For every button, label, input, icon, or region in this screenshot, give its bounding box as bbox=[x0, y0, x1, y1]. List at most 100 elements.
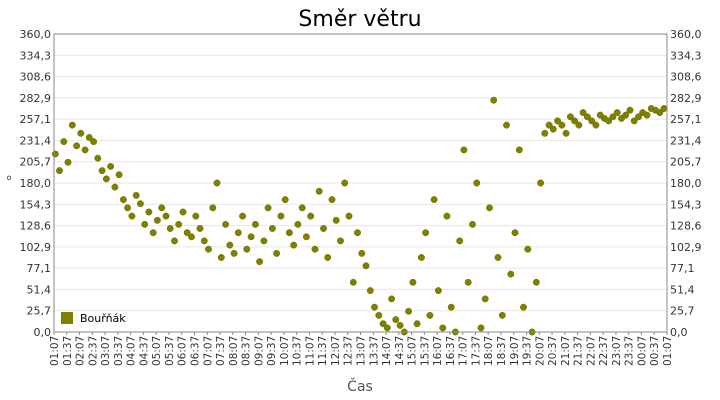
data-point bbox=[622, 111, 630, 119]
data-point bbox=[294, 220, 302, 228]
x-tick-label: 08:07 bbox=[228, 336, 240, 366]
y-tick-label-left: 25,7 bbox=[27, 305, 52, 318]
data-point bbox=[51, 150, 59, 158]
data-point bbox=[575, 121, 583, 129]
data-point bbox=[366, 287, 374, 295]
data-point bbox=[166, 225, 174, 232]
data-point bbox=[230, 249, 238, 257]
x-tick-label: 00:07 bbox=[636, 336, 648, 366]
data-point bbox=[511, 229, 519, 237]
y-tick-label-right: 25,7 bbox=[670, 305, 695, 318]
data-point bbox=[494, 254, 502, 261]
x-tick-label: 02:37 bbox=[87, 336, 99, 366]
legend-swatch bbox=[61, 312, 73, 324]
x-tick-label: 00:37 bbox=[649, 336, 661, 366]
y-tick-label-right: 77,1 bbox=[670, 262, 695, 275]
x-tick-label: 18:07 bbox=[483, 336, 495, 366]
data-point bbox=[579, 109, 587, 117]
y-tick-label-right: 360,0 bbox=[670, 28, 702, 41]
data-point bbox=[566, 113, 574, 121]
data-point bbox=[209, 204, 217, 212]
x-tick-label: 15:07 bbox=[407, 336, 419, 366]
y-tick-label-left: 128,6 bbox=[20, 220, 52, 233]
x-tick-label: 13:07 bbox=[356, 336, 368, 366]
data-point bbox=[73, 142, 81, 150]
data-point bbox=[609, 113, 617, 121]
data-point bbox=[153, 216, 161, 224]
data-point bbox=[464, 278, 472, 286]
x-tick-label: 10:07 bbox=[279, 336, 291, 366]
y-tick-label-left: 102,9 bbox=[20, 241, 52, 254]
data-point bbox=[222, 220, 230, 228]
data-point bbox=[405, 307, 413, 315]
data-point bbox=[320, 225, 327, 232]
data-point bbox=[281, 196, 289, 204]
data-point bbox=[549, 125, 557, 133]
data-point bbox=[141, 220, 149, 228]
data-point bbox=[226, 241, 234, 249]
x-tick-label: 23:07 bbox=[611, 336, 623, 366]
data-point bbox=[94, 154, 102, 162]
data-point bbox=[375, 311, 383, 319]
data-point bbox=[234, 229, 242, 237]
data-point bbox=[571, 117, 579, 125]
y-tick-label-right: 180,0 bbox=[670, 177, 702, 190]
x-tick-label: 19:07 bbox=[509, 336, 521, 366]
y-tick-label-right: 205,7 bbox=[670, 156, 702, 169]
x-tick-label: 01:07 bbox=[662, 336, 674, 366]
x-tick-label: 21:07 bbox=[560, 336, 572, 366]
data-point bbox=[422, 229, 430, 237]
data-point bbox=[268, 225, 276, 232]
data-point bbox=[332, 216, 340, 224]
y-tick-label-left: 205,7 bbox=[20, 156, 52, 169]
data-point bbox=[588, 117, 596, 125]
data-point bbox=[413, 320, 421, 328]
data-point bbox=[264, 204, 272, 212]
y-tick-label-left: 180,0 bbox=[20, 177, 52, 190]
data-point bbox=[175, 220, 183, 228]
data-point bbox=[592, 121, 600, 129]
x-axis-label: Čas bbox=[347, 377, 373, 395]
data-point bbox=[277, 212, 285, 220]
data-point bbox=[124, 204, 132, 212]
data-point bbox=[192, 212, 200, 220]
grid-lines bbox=[54, 33, 667, 333]
y-tick-label-right: 128,6 bbox=[670, 220, 702, 233]
x-tick-label: 09:07 bbox=[253, 336, 265, 366]
data-point bbox=[196, 225, 204, 232]
data-point bbox=[81, 146, 89, 154]
data-point bbox=[247, 233, 255, 241]
y-axis-label: ° bbox=[6, 174, 13, 190]
data-point bbox=[162, 212, 170, 220]
data-point bbox=[111, 183, 119, 191]
data-point bbox=[64, 158, 72, 166]
data-point bbox=[630, 117, 638, 125]
y-tick-label-left: 154,3 bbox=[20, 198, 52, 211]
y-tick-label-left: 51,4 bbox=[27, 283, 52, 296]
data-point bbox=[256, 258, 264, 266]
data-point bbox=[417, 254, 425, 261]
data-point bbox=[205, 245, 212, 253]
data-point bbox=[302, 233, 310, 241]
x-tick-label: 07:37 bbox=[215, 336, 227, 366]
data-point bbox=[481, 295, 489, 303]
data-point bbox=[545, 121, 553, 129]
y-tick-label-left: 231,4 bbox=[20, 134, 52, 147]
y-tick-label-right: 0,0 bbox=[670, 326, 688, 339]
y-tick-label-right: 102,9 bbox=[670, 241, 702, 254]
data-point bbox=[498, 311, 506, 319]
data-point bbox=[337, 237, 344, 245]
data-point bbox=[456, 237, 464, 245]
data-point bbox=[447, 303, 455, 311]
data-point bbox=[388, 295, 396, 303]
y-tick-label-right: 257,1 bbox=[670, 113, 702, 126]
x-tick-label: 07:07 bbox=[202, 336, 214, 366]
data-point bbox=[328, 196, 336, 204]
data-point bbox=[469, 220, 476, 228]
data-point bbox=[171, 237, 178, 245]
x-tick-label: 04:37 bbox=[138, 336, 150, 366]
data-point bbox=[537, 179, 545, 187]
data-point bbox=[656, 109, 664, 117]
data-point bbox=[583, 113, 591, 121]
data-point bbox=[260, 237, 268, 245]
